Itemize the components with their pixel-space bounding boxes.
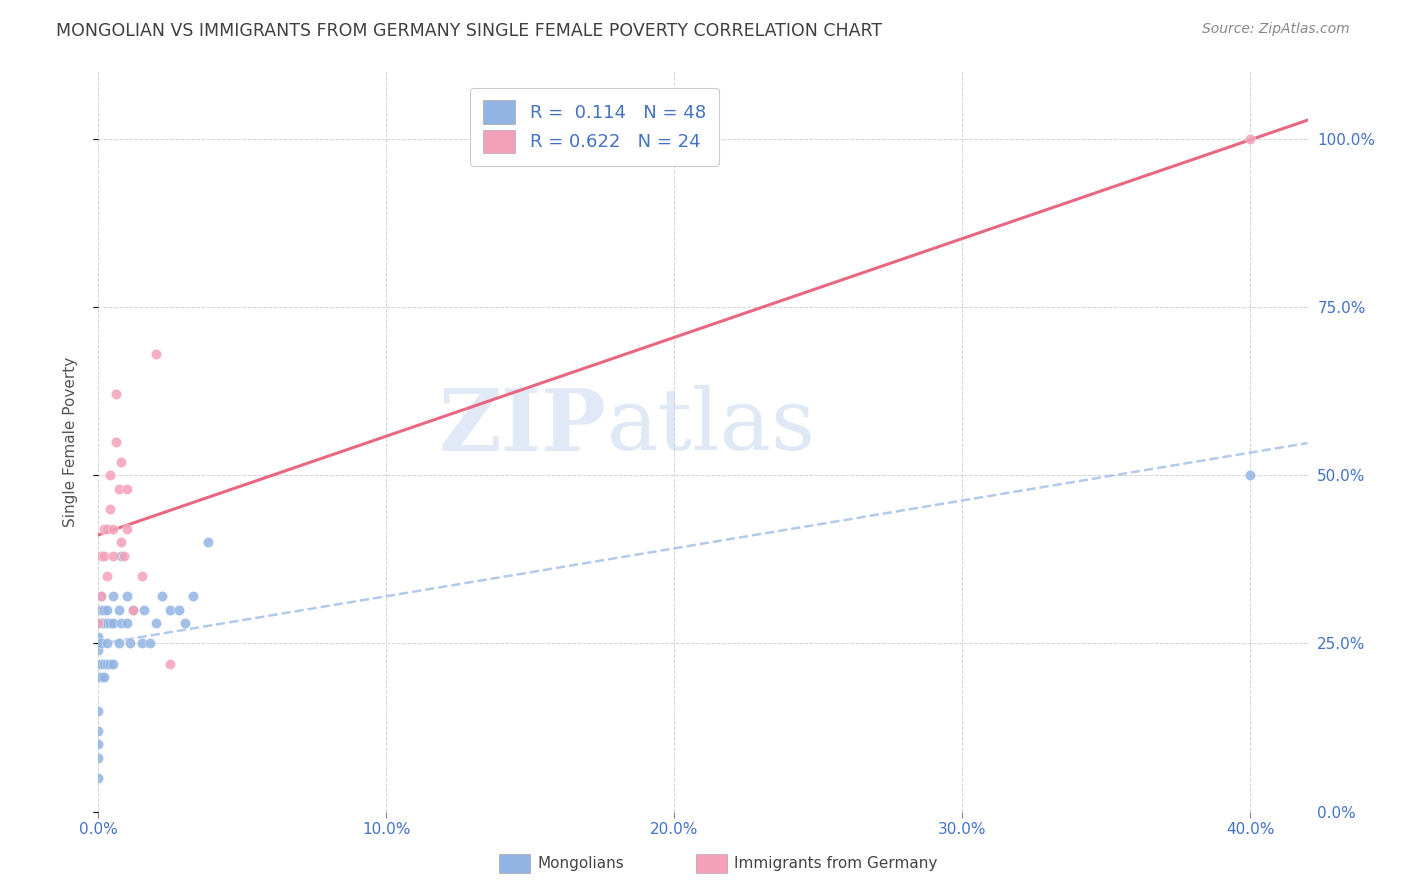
Point <box>159 603 181 617</box>
Point <box>107 603 129 617</box>
Point <box>90 549 112 563</box>
Point <box>98 501 121 516</box>
Point <box>96 616 118 631</box>
Point <box>101 522 124 536</box>
Point <box>115 522 138 536</box>
Point <box>145 616 167 631</box>
Point <box>115 482 138 496</box>
Text: atlas: atlas <box>606 385 815 468</box>
Point <box>104 387 127 401</box>
Point <box>98 468 121 483</box>
Point <box>87 657 110 671</box>
Point <box>90 636 112 650</box>
Point <box>87 751 110 765</box>
Point <box>101 657 124 671</box>
Point <box>145 347 167 361</box>
Point <box>1239 131 1261 145</box>
Point <box>122 603 145 617</box>
Point <box>101 616 124 631</box>
Text: Source: ZipAtlas.com: Source: ZipAtlas.com <box>1202 22 1350 37</box>
Point <box>1239 468 1261 483</box>
Point <box>90 670 112 684</box>
Point <box>110 455 132 469</box>
Point <box>87 738 110 752</box>
Text: Immigrants from Germany: Immigrants from Germany <box>734 856 938 871</box>
Text: MONGOLIAN VS IMMIGRANTS FROM GERMANY SINGLE FEMALE POVERTY CORRELATION CHART: MONGOLIAN VS IMMIGRANTS FROM GERMANY SIN… <box>56 22 883 40</box>
Point <box>90 590 112 604</box>
Point <box>173 616 195 631</box>
Point <box>87 723 110 738</box>
Point <box>110 616 132 631</box>
Point <box>104 434 127 449</box>
Y-axis label: Single Female Poverty: Single Female Poverty <box>63 357 77 526</box>
Point <box>93 522 115 536</box>
Point <box>93 670 115 684</box>
Point <box>87 616 110 631</box>
Text: ZIP: ZIP <box>439 384 606 468</box>
Point <box>101 590 124 604</box>
Point <box>87 630 110 644</box>
Point <box>134 603 156 617</box>
Point <box>93 657 115 671</box>
Point <box>90 603 112 617</box>
Point <box>122 603 145 617</box>
Point <box>107 636 129 650</box>
Point <box>110 535 132 549</box>
Point <box>96 522 118 536</box>
Point <box>93 549 115 563</box>
Point <box>110 549 132 563</box>
Point <box>131 636 153 650</box>
Point <box>183 590 205 604</box>
Point <box>96 603 118 617</box>
Point <box>90 657 112 671</box>
Point <box>107 482 129 496</box>
Point <box>197 535 219 549</box>
Point <box>87 771 110 785</box>
Point <box>159 657 181 671</box>
Point <box>96 569 118 583</box>
Point <box>112 549 135 563</box>
Point <box>150 590 173 604</box>
Point <box>101 549 124 563</box>
Point <box>87 616 110 631</box>
Point <box>90 616 112 631</box>
Point <box>96 657 118 671</box>
Point <box>115 616 138 631</box>
Point <box>90 590 112 604</box>
Point <box>98 616 121 631</box>
Point <box>93 616 115 631</box>
Point <box>120 636 142 650</box>
Point <box>96 636 118 650</box>
Point <box>131 569 153 583</box>
Legend: R =  0.114   N = 48, R = 0.622   N = 24: R = 0.114 N = 48, R = 0.622 N = 24 <box>470 87 718 166</box>
Point <box>87 670 110 684</box>
Point <box>115 590 138 604</box>
Point <box>139 636 162 650</box>
Point <box>93 603 115 617</box>
Point <box>167 603 190 617</box>
Point <box>87 643 110 657</box>
Point <box>98 657 121 671</box>
Point <box>87 704 110 718</box>
Text: Mongolians: Mongolians <box>537 856 624 871</box>
